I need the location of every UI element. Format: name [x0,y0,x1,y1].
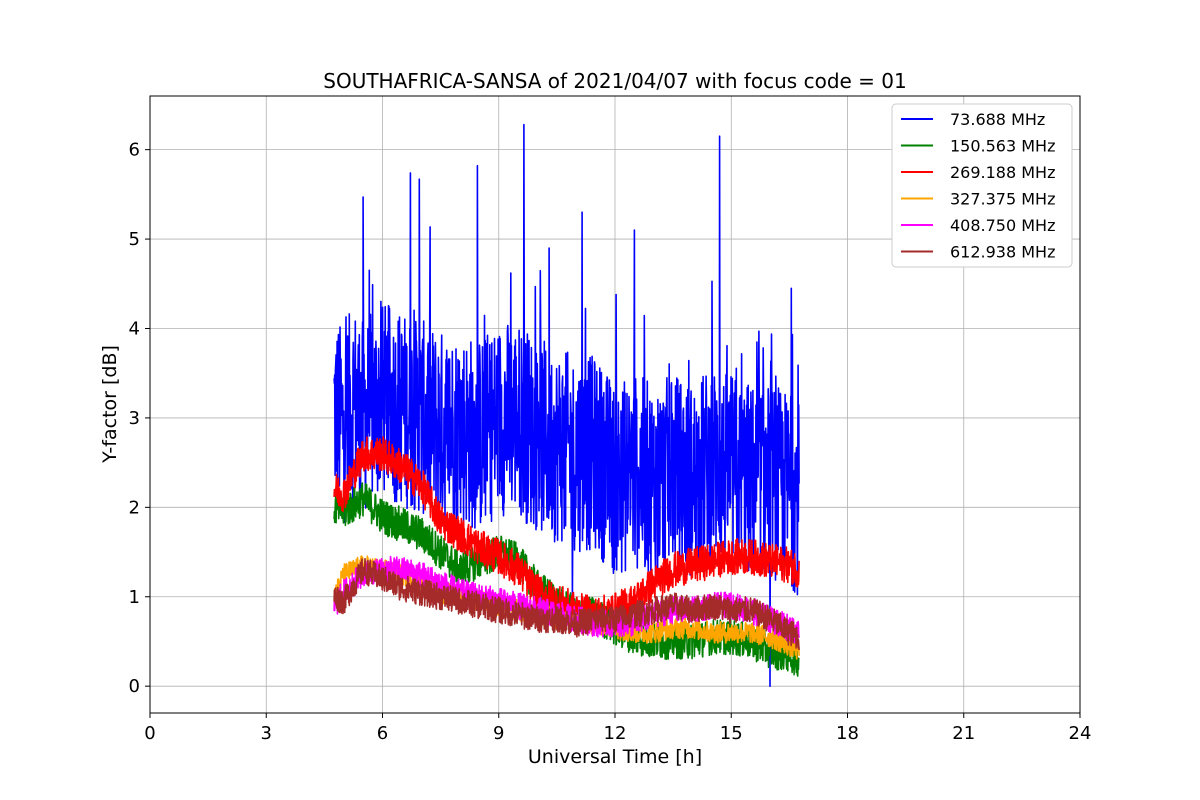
x-tick-label: 15 [720,723,743,744]
y-tick-label: 5 [129,229,140,250]
y-tick-label: 1 [129,587,140,608]
y-axis-label: Y-factor [dB] [99,345,121,464]
legend-label-4: 408.750 MHz [950,216,1055,235]
series-line-2 [333,436,800,633]
x-tick-label: 0 [144,723,155,744]
x-tick-label: 24 [1069,723,1092,744]
series-line-1 [333,482,800,677]
legend-label-0: 73.688 MHz [950,110,1045,129]
legend: 73.688 MHz 150.563 MHz 269.188 MHz 327.375 … [891,103,1073,268]
series-line-5 [333,557,800,650]
y-tick-label: 6 [129,140,140,161]
y-tick-label: 2 [129,497,140,518]
x-tick-label: 6 [377,723,388,744]
x-axis-label: Universal Time [h] [528,746,702,768]
x-tick-label: 21 [952,723,975,744]
y-tick-label: 4 [129,318,140,339]
y-tick-label: 0 [129,676,140,697]
legend-label-3: 327.375 MHz [950,190,1055,209]
x-tick-label: 18 [836,723,859,744]
y-tick-label: 3 [129,408,140,429]
legend-label-5: 612.938 MHz [950,243,1055,262]
x-tick-label: 12 [604,723,627,744]
x-tick-label: 3 [261,723,272,744]
chart-title: SOUTHAFRICA-SANSA of 2021/04/07 with foc… [323,69,907,93]
legend-label-1: 150.563 MHz [950,137,1055,156]
series-layer [333,123,800,687]
series-line-0 [333,123,800,687]
x-tick-label: 9 [493,723,504,744]
legend-box [891,103,1073,268]
legend-label-2: 269.188 MHz [950,163,1055,182]
